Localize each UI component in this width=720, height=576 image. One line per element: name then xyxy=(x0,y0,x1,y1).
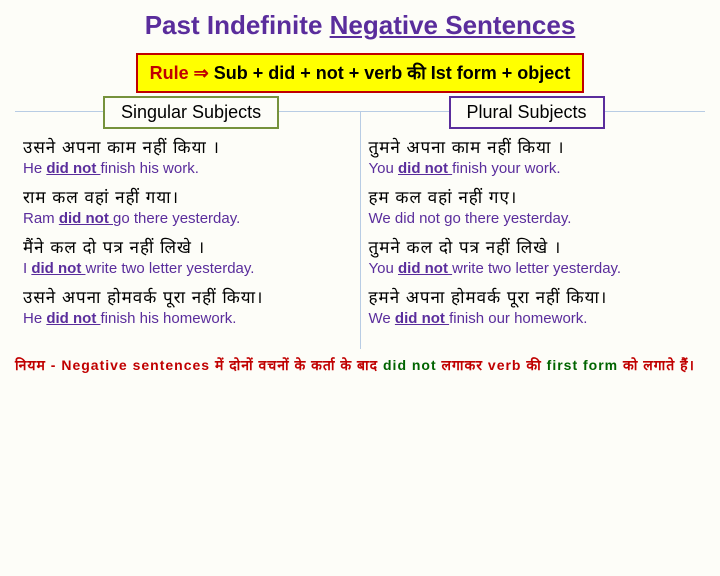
page-title: Past Indefinite Negative Sentences xyxy=(15,10,705,41)
footer-mid: लगाकर verb की xyxy=(437,357,547,373)
hindi-text: हमने अपना होमवर्क पूरा नहीं किया। xyxy=(369,285,698,308)
singular-header: Singular Subjects xyxy=(103,96,279,129)
hindi-text: राम कल वहां नहीं गया। xyxy=(23,185,352,208)
english-text: You did not finish your work. xyxy=(369,160,698,177)
plural-header: Plural Subjects xyxy=(449,96,605,129)
hindi-text: तुमने कल दो पत्र नहीं लिखे । xyxy=(369,235,698,258)
title-part1: Past Indefinite xyxy=(145,10,330,40)
rule-text: Sub + did + not + verb की Ist form + obj… xyxy=(214,63,571,83)
hindi-text: मैंने कल दो पत्र नहीं लिखे । xyxy=(23,235,352,258)
singular-column: Singular Subjects उसने अपना काम नहीं किय… xyxy=(15,112,361,349)
english-text: We did not go there yesterday. xyxy=(369,210,698,227)
footer-post: को लगाते हैं। xyxy=(618,357,695,373)
hindi-text: उसने अपना काम नहीं किया । xyxy=(23,135,352,158)
footer-pre: नियम - Negative sentences में दोनों वचनो… xyxy=(15,357,383,373)
english-text: You did not write two letter yesterday. xyxy=(369,260,698,277)
english-text: He did not finish his work. xyxy=(23,160,352,177)
singular-list: उसने अपना काम नहीं किया । He did not fini… xyxy=(23,135,352,327)
english-text: We did not finish our homework. xyxy=(369,310,698,327)
plural-column: Plural Subjects तुमने अपना काम नहीं किया… xyxy=(361,112,706,349)
example-item: उसने अपना काम नहीं किया । He did not fini… xyxy=(23,135,352,177)
english-text: I did not write two letter yesterday. xyxy=(23,260,352,277)
rule-label: Rule ⇒ xyxy=(150,63,214,83)
footer-green2: first form xyxy=(547,357,618,373)
rule-box: Rule ⇒ Sub + did + not + verb की Ist for… xyxy=(136,53,585,93)
example-item: तुमने कल दो पत्र नहीं लिखे । You did not … xyxy=(369,235,698,277)
title-part2: Negative Sentences xyxy=(330,10,576,40)
footer-green1: did not xyxy=(383,357,437,373)
example-item: मैंने कल दो पत्र नहीं लिखे । I did not wr… xyxy=(23,235,352,277)
english-text: Ram did not go there yesterday. xyxy=(23,210,352,227)
example-item: हम कल वहां नहीं गए। We did not go there y… xyxy=(369,185,698,227)
example-item: उसने अपना होमवर्क पूरा नहीं किया। He did … xyxy=(23,285,352,327)
plural-list: तुमने अपना काम नहीं किया । You did not fi… xyxy=(369,135,698,327)
hindi-text: हम कल वहां नहीं गए। xyxy=(369,185,698,208)
english-text: He did not finish his homework. xyxy=(23,310,352,327)
hindi-text: तुमने अपना काम नहीं किया । xyxy=(369,135,698,158)
footer-rule: नियम - Negative sentences में दोनों वचनो… xyxy=(15,355,705,376)
columns-container: Singular Subjects उसने अपना काम नहीं किय… xyxy=(15,111,705,349)
hindi-text: उसने अपना होमवर्क पूरा नहीं किया। xyxy=(23,285,352,308)
example-item: तुमने अपना काम नहीं किया । You did not fi… xyxy=(369,135,698,177)
example-item: राम कल वहां नहीं गया। Ram did not go ther… xyxy=(23,185,352,227)
example-item: हमने अपना होमवर्क पूरा नहीं किया। We did … xyxy=(369,285,698,327)
